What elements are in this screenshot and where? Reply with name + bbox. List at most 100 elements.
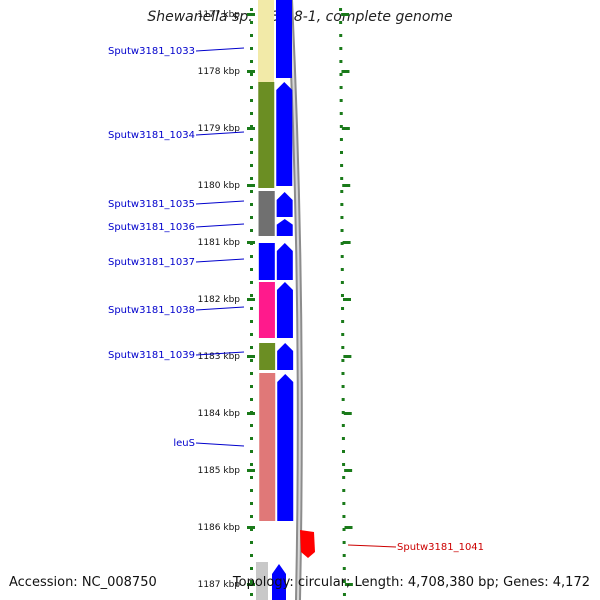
scale-tick-label: 1184 kbp — [198, 409, 241, 419]
gene-color-block[interactable] — [259, 373, 276, 521]
gene-label[interactable]: Sputw3181_1034 — [108, 130, 195, 141]
guide-dot-right — [340, 268, 344, 271]
gene-leader-line — [195, 131, 245, 136]
scale-tick-label: 1179 kbp — [198, 124, 241, 134]
gene-feature[interactable] — [258, 191, 293, 236]
guide-dot-left — [250, 34, 253, 37]
gene-label[interactable]: Sputw3181_1037 — [108, 257, 195, 268]
gene-leader-line — [195, 47, 245, 52]
gene-arrow[interactable] — [277, 343, 294, 370]
gene-arrow[interactable] — [276, 82, 293, 186]
guide-dot-left — [250, 359, 253, 362]
gene-feature[interactable] — [300, 530, 315, 558]
gene-feature[interactable] — [258, 82, 293, 188]
scale-tick — [247, 298, 255, 301]
guide-dot-right — [340, 281, 344, 284]
gene-color-block[interactable] — [258, 82, 275, 188]
scale-tick-right — [341, 70, 350, 73]
guide-dot-right — [342, 593, 346, 596]
topology-label: Topology: circular; Length: 4,708,380 bp… — [232, 575, 590, 590]
guide-dot-left — [250, 125, 253, 128]
gene-arrow[interactable] — [276, 219, 293, 236]
guide-dot-left — [250, 593, 253, 596]
gene-feature[interactable] — [259, 373, 294, 521]
guide-dot-right — [339, 60, 343, 63]
guide-dot-right — [341, 437, 345, 440]
guide-dot-right — [342, 554, 346, 557]
guide-dot-right — [339, 112, 343, 115]
gene-arrow-reverse[interactable] — [300, 530, 315, 558]
gene-color-block[interactable] — [259, 343, 276, 370]
gene-feature[interactable] — [259, 343, 294, 370]
gene-label[interactable]: leuS — [173, 438, 195, 449]
scale-tick-label: 1183 kbp — [198, 352, 241, 362]
guide-dot-left — [250, 333, 253, 336]
guide-dot-left — [250, 567, 253, 570]
guide-dot-right — [339, 34, 343, 37]
gene-label[interactable]: Sputw3181_1041 — [397, 542, 484, 553]
guide-dot-right — [340, 294, 344, 297]
guide-dot-right — [341, 346, 345, 349]
guide-dot-left — [250, 346, 253, 349]
scale-tick — [247, 526, 255, 529]
guide-dot-right — [342, 476, 346, 479]
guide-dot-left — [250, 528, 253, 531]
guide-dot-left — [250, 515, 253, 518]
accession-label: Accession: NC_008750 — [9, 575, 157, 590]
gene-feature[interactable] — [258, 282, 293, 338]
guide-dot-right — [339, 47, 343, 50]
guide-dot-right — [340, 203, 344, 206]
guide-dot-right — [342, 450, 345, 453]
guide-dot-right — [339, 73, 343, 76]
gene-feature[interactable] — [258, 0, 292, 82]
gene-label[interactable]: Sputw3181_1038 — [108, 305, 195, 316]
gene-color-block[interactable] — [258, 191, 275, 236]
map-title: Shewanella sp. W3-18-1, complete genome — [147, 9, 453, 25]
gene-leader-line — [195, 351, 245, 356]
gene-arrow[interactable] — [276, 192, 293, 217]
gene-feature[interactable] — [258, 243, 293, 280]
guide-dot-left — [250, 216, 253, 219]
scale-tick-label: 1187 kbp — [198, 580, 241, 590]
gene-label[interactable]: Sputw3181_1035 — [108, 199, 195, 210]
gene-color-block[interactable] — [258, 243, 275, 280]
guide-dot-right — [340, 216, 344, 219]
guide-dot-right — [339, 21, 343, 24]
guide-dot-left — [250, 489, 253, 492]
guide-dot-left — [250, 580, 253, 583]
gene-color-block[interactable] — [258, 282, 275, 338]
guide-dot-left — [250, 164, 253, 167]
scale-tick — [247, 184, 255, 187]
gene-arrow[interactable] — [276, 243, 293, 280]
guide-dot-left — [250, 112, 253, 115]
guide-dot-left — [250, 229, 253, 232]
guide-dot-right — [340, 151, 344, 154]
guide-dot-right — [339, 138, 343, 141]
gene-leader-line — [195, 442, 245, 447]
guide-dot-right — [342, 580, 346, 583]
guide-dot-left — [250, 320, 253, 323]
guide-dot-left — [250, 554, 253, 557]
guide-dot-left — [250, 255, 253, 258]
guide-dot-left — [250, 8, 253, 11]
guide-dot-left — [250, 60, 253, 63]
gene-leader-line — [195, 200, 245, 205]
scale-tick-label: 1178 kbp — [198, 67, 241, 77]
guide-dot-right — [341, 424, 345, 427]
scale-tick-right — [344, 526, 353, 529]
scale-tick — [247, 412, 255, 415]
guide-dot-left — [250, 307, 253, 310]
guide-dot-left — [250, 281, 253, 284]
gene-label[interactable]: Sputw3181_1039 — [108, 350, 195, 361]
guide-dot-right — [341, 372, 345, 375]
gene-color-block[interactable] — [258, 0, 274, 82]
guide-dot-left — [250, 99, 253, 102]
gene-arrow[interactable] — [276, 0, 292, 78]
guide-dot-right — [341, 359, 345, 362]
gene-label[interactable]: Sputw3181_1033 — [108, 46, 195, 57]
gene-arrow[interactable] — [276, 282, 293, 338]
gene-arrow[interactable] — [277, 374, 294, 521]
guide-dot-right — [339, 99, 343, 102]
gene-label[interactable]: Sputw3181_1036 — [108, 222, 195, 233]
